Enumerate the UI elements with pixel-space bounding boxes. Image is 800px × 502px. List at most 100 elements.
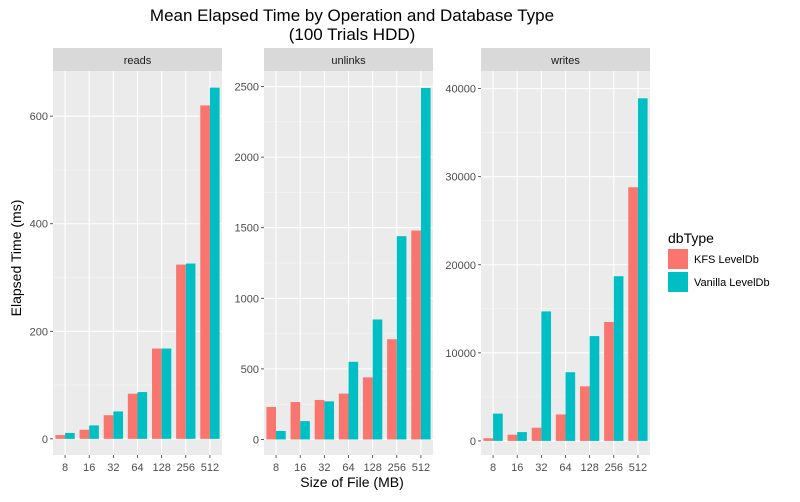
y-tick-label: 400 — [30, 219, 48, 231]
legend-title: dbType — [668, 230, 714, 246]
bar-reads-kfs-leveldb-512 — [200, 105, 210, 439]
bar-unlinks-vanilla-leveldb-128 — [372, 319, 383, 440]
y-tick-label: 10000 — [445, 348, 476, 360]
bar-unlinks-kfs-leveldb-256 — [387, 339, 397, 440]
x-tick-label: 8 — [490, 462, 496, 474]
y-tick-label: 500 — [241, 364, 259, 376]
bar-reads-kfs-leveldb-256 — [176, 264, 186, 439]
bar-writes-vanilla-leveldb-16 — [517, 432, 527, 441]
bar-writes-kfs-leveldb-32 — [531, 427, 542, 441]
chart-title: Mean Elapsed Time by Operation and Datab… — [150, 6, 554, 25]
x-tick-label: 32 — [318, 462, 330, 474]
x-tick-label: 512 — [629, 462, 647, 474]
y-tick-label: 20000 — [445, 260, 476, 272]
facet-panels: reads 0 200 400 600 8 16 32 64 128 256 512 unlinks 0 5… — [30, 48, 650, 474]
bar-reads-vanilla-leveldb-256 — [185, 263, 196, 439]
y-tick-label: 0 — [470, 436, 476, 448]
x-tick-label: 16 — [511, 462, 523, 474]
bar-reads-vanilla-leveldb-16 — [89, 425, 99, 439]
bar-writes-vanilla-leveldb-256 — [613, 276, 624, 441]
bar-unlinks-kfs-leveldb-8 — [266, 407, 277, 440]
y-tick-label: 1000 — [235, 293, 259, 305]
x-tick-label: 32 — [535, 462, 547, 474]
y-tick-label: 0 — [253, 434, 259, 446]
y-tick-label: 2500 — [235, 82, 259, 94]
x-tick-label: 256 — [177, 462, 195, 474]
bar-unlinks-kfs-leveldb-512 — [411, 230, 421, 440]
x-tick-label: 256 — [605, 462, 623, 474]
x-tick-label: 16 — [83, 462, 95, 474]
x-tick-label: 64 — [131, 462, 143, 474]
y-tick-label: 0 — [42, 434, 48, 446]
legend-label-kfs-leveldb: KFS LevelDb — [694, 254, 759, 266]
bar-unlinks-vanilla-leveldb-512 — [420, 87, 431, 440]
x-tick-label: 32 — [107, 462, 119, 474]
x-tick-label: 64 — [342, 462, 354, 474]
bar-unlinks-kfs-leveldb-16 — [290, 402, 301, 440]
y-tick-label: 1500 — [235, 223, 259, 235]
x-tick-label: 128 — [152, 462, 170, 474]
y-tick-label: 2000 — [235, 152, 259, 164]
panel-writes: writes 0 10000 20000 30000 40000 8 16 32 64 128 256… — [445, 48, 650, 474]
bar-writes-vanilla-leveldb-32 — [541, 311, 552, 441]
bar-reads-vanilla-leveldb-32 — [113, 411, 124, 439]
x-tick-label: 128 — [363, 462, 381, 474]
y-axis-title: Elapsed Time (ms) — [8, 200, 24, 317]
x-axis-title: Size of File (MB) — [300, 474, 403, 490]
bar-writes-vanilla-leveldb-512 — [637, 98, 648, 441]
bar-reads-kfs-leveldb-128 — [151, 348, 162, 439]
bar-writes-kfs-leveldb-16 — [507, 434, 518, 441]
bar-writes-kfs-leveldb-8 — [483, 438, 494, 441]
y-tick-label: 40000 — [445, 84, 476, 96]
y-tick-label: 30000 — [445, 172, 476, 184]
strip-label-reads: reads — [124, 55, 152, 67]
strip-writes — [481, 48, 650, 71]
panel-unlinks: unlinks 0 500 1000 1500 2000 2500 8 16 32 64 128 256… — [235, 48, 433, 474]
bar-reads-kfs-leveldb-16 — [79, 429, 90, 439]
bar-writes-kfs-leveldb-512 — [628, 187, 638, 441]
bar-reads-kfs-leveldb-8 — [55, 435, 66, 439]
legend-label-vanilla-leveldb: Vanilla LevelDb — [694, 277, 770, 289]
x-tick-label: 8 — [62, 462, 68, 474]
strip-label-writes: writes — [550, 55, 580, 67]
x-tick-label: 256 — [388, 462, 406, 474]
legend: dbType KFS LevelDb Vanilla LevelDb — [668, 230, 770, 292]
x-tick-label: 64 — [559, 462, 571, 474]
x-tick-label: 16 — [294, 462, 306, 474]
chart-subtitle: (100 Trials HDD) — [289, 25, 416, 44]
bar-reads-vanilla-leveldb-128 — [161, 348, 172, 439]
bar-unlinks-vanilla-leveldb-16 — [300, 421, 310, 440]
bar-unlinks-vanilla-leveldb-32 — [324, 401, 335, 440]
bar-writes-kfs-leveldb-256 — [604, 322, 614, 441]
strip-unlinks — [264, 48, 433, 71]
bar-writes-vanilla-leveldb-128 — [589, 336, 600, 441]
y-tick-label: 200 — [30, 326, 48, 338]
bar-writes-vanilla-leveldb-8 — [493, 413, 503, 441]
bar-writes-kfs-leveldb-128 — [579, 386, 590, 441]
bar-reads-vanilla-leveldb-64 — [137, 392, 148, 439]
bar-reads-kfs-leveldb-64 — [127, 393, 138, 439]
y-tick-label: 600 — [30, 111, 48, 123]
legend-key-kfs-leveldb — [668, 249, 688, 269]
bar-unlinks-vanilla-leveldb-256 — [396, 236, 407, 440]
x-tick-label: 512 — [412, 462, 430, 474]
x-tick-label: 512 — [201, 462, 219, 474]
x-tick-label: 8 — [273, 462, 279, 474]
bar-unlinks-vanilla-leveldb-64 — [348, 361, 359, 440]
bar-writes-vanilla-leveldb-64 — [565, 372, 576, 441]
bar-unlinks-vanilla-leveldb-8 — [276, 431, 286, 440]
panel-reads: reads 0 200 400 600 8 16 32 64 128 256 512 — [30, 48, 222, 474]
legend-key-vanilla-leveldb — [668, 272, 688, 292]
bar-unlinks-kfs-leveldb-32 — [314, 399, 325, 440]
x-tick-label: 128 — [580, 462, 598, 474]
bar-unlinks-kfs-leveldb-64 — [338, 393, 349, 440]
strip-label-unlinks: unlinks — [331, 55, 366, 67]
strip-reads — [53, 48, 222, 71]
bar-reads-vanilla-leveldb-8 — [65, 432, 75, 439]
bar-reads-kfs-leveldb-32 — [103, 415, 114, 439]
bar-reads-vanilla-leveldb-512 — [209, 87, 220, 439]
bar-writes-kfs-leveldb-64 — [555, 414, 566, 441]
bar-unlinks-kfs-leveldb-128 — [362, 377, 373, 440]
